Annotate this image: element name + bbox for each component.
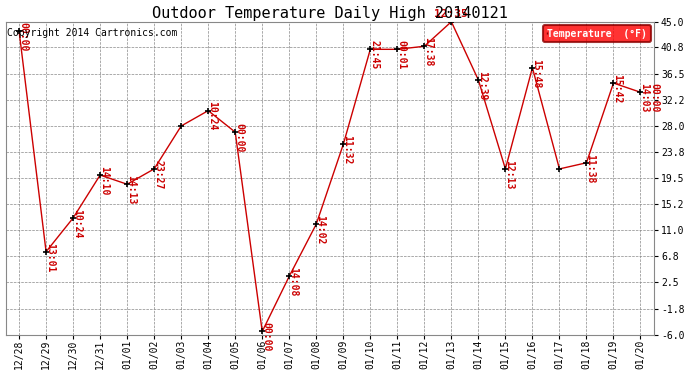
Text: 17:38: 17:38 [424, 37, 433, 66]
Text: 11:38: 11:38 [586, 154, 595, 183]
Text: 15:48: 15:48 [531, 58, 542, 88]
Text: Copyright 2014 Cartronics.com: Copyright 2014 Cartronics.com [7, 28, 177, 38]
Text: 00:00: 00:00 [235, 123, 244, 152]
Text: 14:08: 14:08 [288, 267, 298, 296]
Text: 15:42: 15:42 [613, 74, 622, 103]
Text: 12:39: 12:39 [477, 71, 487, 100]
Text: 10:24: 10:24 [207, 102, 217, 131]
Text: 00:01: 00:01 [396, 40, 406, 69]
Text: 00:00: 00:00 [262, 322, 271, 352]
Text: 10:24: 10:24 [72, 209, 82, 238]
Legend: Temperature  (°F): Temperature (°F) [544, 25, 651, 42]
Text: 14:03: 14:03 [640, 83, 649, 112]
Text: 14:02: 14:02 [315, 215, 325, 244]
Text: 12:35: 12:35 [435, 9, 469, 19]
Text: 14:13: 14:13 [126, 175, 136, 204]
Title: Outdoor Temperature Daily High 20140121: Outdoor Temperature Daily High 20140121 [152, 6, 508, 21]
Text: 00:00: 00:00 [649, 83, 659, 112]
Text: 23:27: 23:27 [153, 160, 164, 189]
Text: 12:13: 12:13 [504, 160, 515, 189]
Text: 13:01: 13:01 [45, 243, 55, 272]
Text: 14:10: 14:10 [99, 166, 109, 195]
Text: 11:32: 11:32 [342, 135, 353, 165]
Text: 21:45: 21:45 [369, 40, 380, 69]
Text: 00:00: 00:00 [18, 22, 28, 51]
